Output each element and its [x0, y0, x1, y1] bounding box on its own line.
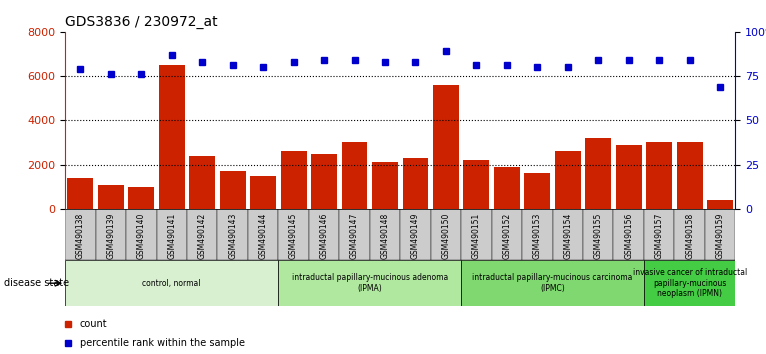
Text: GSM490152: GSM490152 — [502, 213, 512, 259]
Text: percentile rank within the sample: percentile rank within the sample — [80, 338, 245, 348]
Bar — [433, 85, 459, 209]
Bar — [96, 209, 126, 260]
Bar — [370, 209, 401, 260]
Text: GSM490156: GSM490156 — [624, 213, 633, 259]
Text: GSM490155: GSM490155 — [594, 213, 603, 259]
Bar — [707, 200, 733, 209]
Bar — [401, 209, 430, 260]
Bar — [647, 143, 672, 209]
Bar — [309, 209, 339, 260]
Bar — [339, 209, 370, 260]
Bar — [463, 160, 489, 209]
Text: GSM490146: GSM490146 — [319, 213, 329, 259]
Bar — [280, 152, 306, 209]
Bar — [156, 209, 187, 260]
Bar — [461, 260, 644, 306]
Bar — [278, 260, 461, 306]
Bar — [342, 143, 368, 209]
Bar — [402, 158, 428, 209]
Text: GSM490154: GSM490154 — [563, 213, 572, 259]
Bar — [65, 209, 96, 260]
Text: GSM490142: GSM490142 — [198, 213, 207, 259]
Text: GSM490147: GSM490147 — [350, 213, 359, 259]
Bar — [250, 176, 276, 209]
Text: control, normal: control, normal — [142, 279, 201, 288]
Bar — [492, 209, 522, 260]
Text: GSM490149: GSM490149 — [411, 213, 420, 259]
Text: GSM490158: GSM490158 — [685, 213, 694, 259]
Bar — [674, 209, 705, 260]
Bar — [248, 209, 278, 260]
Bar — [522, 209, 552, 260]
Text: invasive cancer of intraductal
papillary-mucinous
neoplasm (IPMN): invasive cancer of intraductal papillary… — [633, 268, 747, 298]
Text: GSM490139: GSM490139 — [106, 213, 116, 259]
Bar — [311, 154, 337, 209]
Bar — [218, 209, 248, 260]
Text: intraductal papillary-mucinous adenoma
(IPMA): intraductal papillary-mucinous adenoma (… — [292, 274, 448, 293]
Text: disease state: disease state — [4, 278, 69, 288]
Text: GSM490138: GSM490138 — [76, 213, 85, 259]
Text: GSM490150: GSM490150 — [441, 213, 450, 259]
Text: GSM490143: GSM490143 — [228, 213, 237, 259]
Text: GSM490148: GSM490148 — [381, 213, 389, 259]
Bar — [67, 178, 93, 209]
Text: intraductal papillary-mucinous carcinoma
(IPMC): intraductal papillary-mucinous carcinoma… — [473, 274, 633, 293]
Bar — [583, 209, 614, 260]
Bar — [555, 152, 581, 209]
Bar — [159, 65, 185, 209]
Bar — [220, 171, 246, 209]
Bar — [98, 184, 124, 209]
Text: GSM490141: GSM490141 — [167, 213, 176, 259]
Text: GSM490145: GSM490145 — [289, 213, 298, 259]
Bar — [614, 209, 644, 260]
Bar — [126, 209, 156, 260]
Bar — [461, 209, 492, 260]
Text: GSM490151: GSM490151 — [472, 213, 481, 259]
Text: GSM490159: GSM490159 — [715, 213, 725, 259]
Bar — [129, 187, 154, 209]
Bar — [372, 162, 398, 209]
Bar — [187, 209, 218, 260]
Bar — [525, 173, 550, 209]
Bar — [676, 143, 702, 209]
Bar — [552, 209, 583, 260]
Bar — [585, 138, 611, 209]
Bar — [65, 260, 278, 306]
Bar — [705, 209, 735, 260]
Bar — [616, 145, 642, 209]
Bar — [430, 209, 461, 260]
Text: GDS3836 / 230972_at: GDS3836 / 230972_at — [65, 16, 218, 29]
Bar — [278, 209, 309, 260]
Text: GSM490153: GSM490153 — [533, 213, 542, 259]
Text: GSM490157: GSM490157 — [655, 213, 663, 259]
Text: GSM490140: GSM490140 — [137, 213, 146, 259]
Bar — [644, 260, 735, 306]
Text: count: count — [80, 319, 107, 329]
Text: GSM490144: GSM490144 — [259, 213, 267, 259]
Bar — [494, 167, 520, 209]
Bar — [189, 156, 215, 209]
Bar — [644, 209, 674, 260]
